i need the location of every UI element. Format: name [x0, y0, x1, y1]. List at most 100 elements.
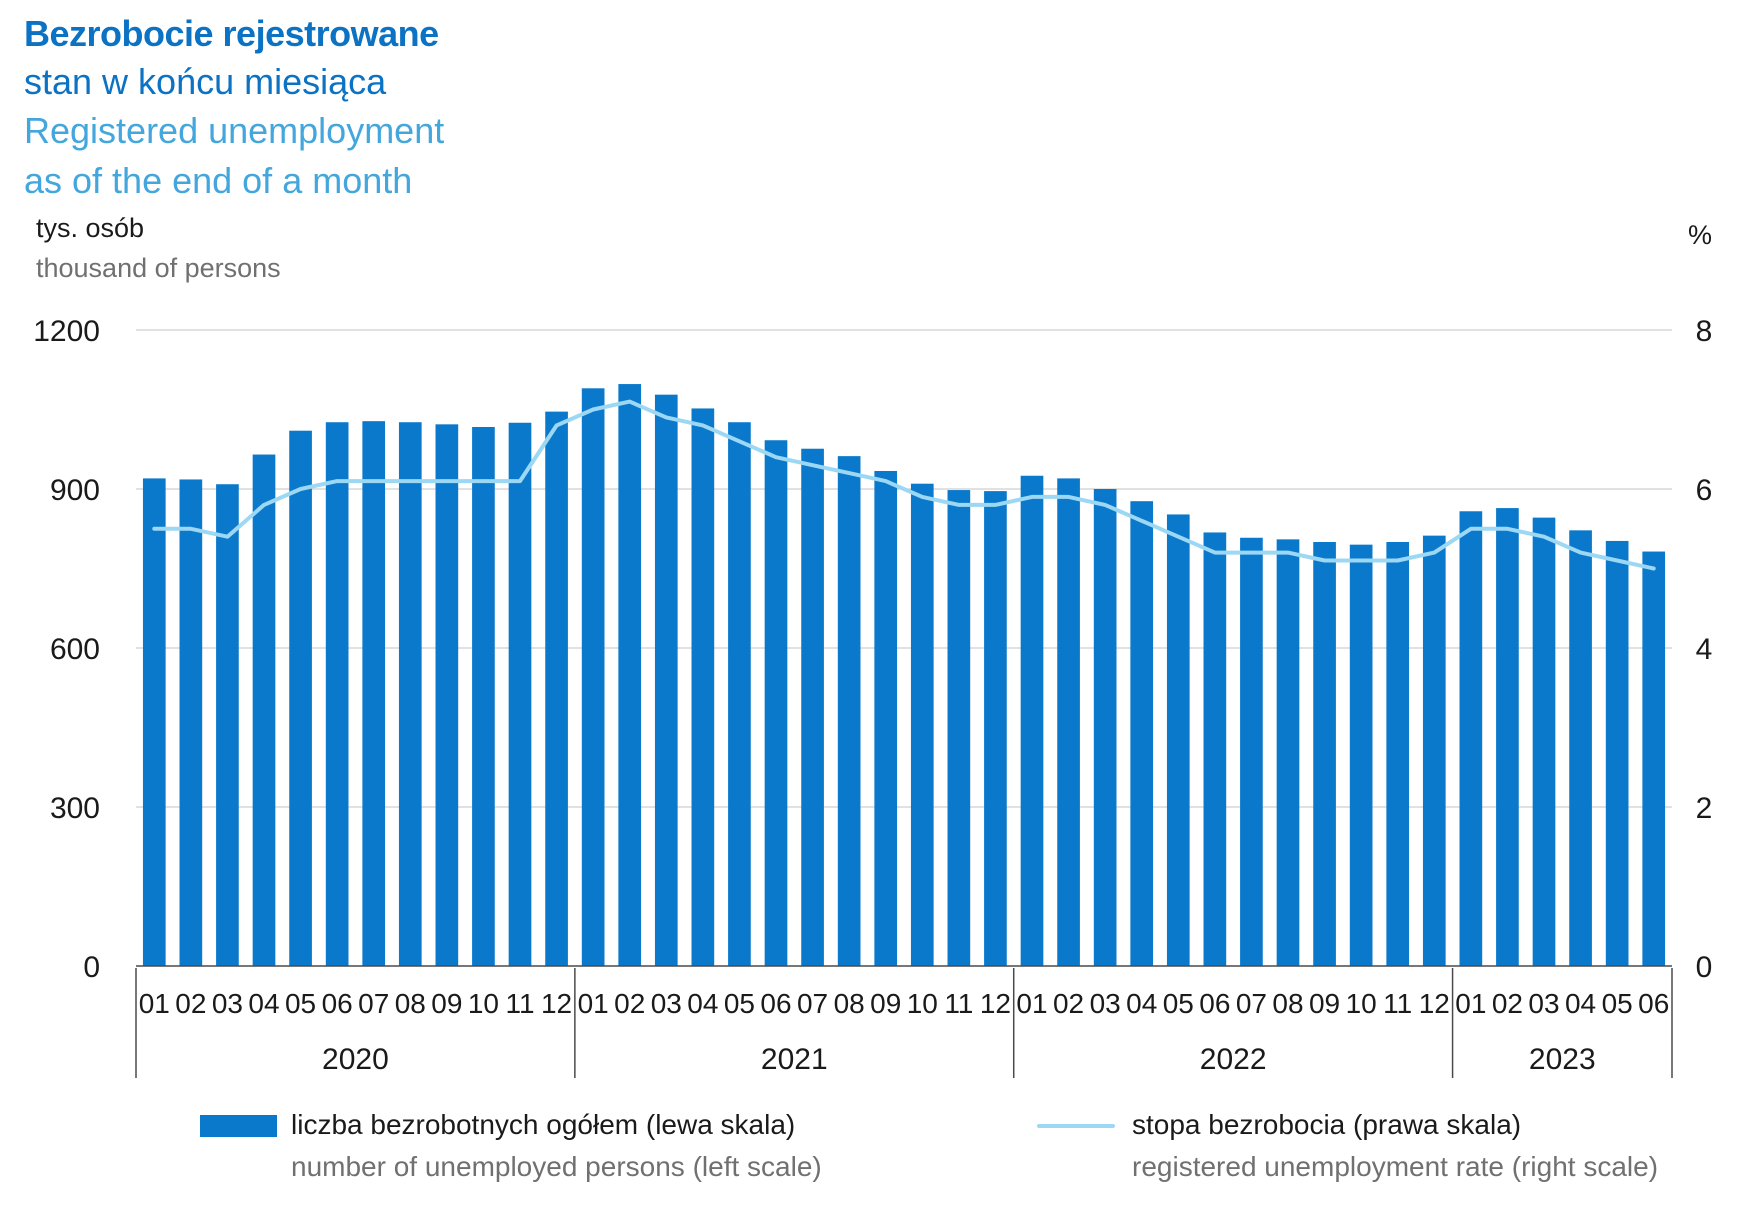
- bar: [1020, 475, 1044, 966]
- right-axis-tick-label: 8: [1696, 315, 1713, 348]
- bar: [910, 483, 934, 966]
- bar: [252, 454, 276, 966]
- month-tick-label: 04: [1126, 988, 1157, 1019]
- month-tick-label: 02: [614, 988, 645, 1019]
- bar: [1203, 532, 1227, 966]
- month-tick-label: 09: [431, 988, 462, 1019]
- bar: [1130, 501, 1154, 966]
- month-tick-label: 02: [1053, 988, 1084, 1019]
- month-tick-label: 06: [322, 988, 353, 1019]
- month-tick-label: 08: [1272, 988, 1303, 1019]
- month-tick-label: 04: [687, 988, 718, 1019]
- bar: [801, 448, 824, 967]
- month-tick-label: 04: [1565, 988, 1596, 1019]
- bar: [728, 422, 751, 967]
- bar: [1386, 542, 1410, 966]
- month-tick-label: 01: [139, 988, 170, 1019]
- month-tick-label: 08: [834, 988, 865, 1019]
- legend-line-pl: stopa bezrobocia (prawa skala): [1132, 1109, 1522, 1140]
- legend-line-en: registered unemployment rate (right scal…: [1132, 1151, 1659, 1182]
- month-tick-label: 09: [1309, 988, 1340, 1019]
- month-tick-label: 04: [248, 988, 279, 1019]
- month-tick-label: 05: [1602, 988, 1633, 1019]
- bar: [289, 430, 312, 966]
- bar: [691, 408, 715, 966]
- month-tick-label: 10: [1346, 988, 1377, 1019]
- bar: [1459, 511, 1483, 966]
- bar: [1642, 551, 1666, 966]
- bar: [618, 384, 642, 966]
- right-axis-unit: %: [1688, 220, 1713, 250]
- bar: [1093, 489, 1117, 966]
- month-tick-label: 03: [212, 988, 243, 1019]
- month-tick-label: 11: [944, 988, 973, 1019]
- month-tick-label: 05: [285, 988, 316, 1019]
- month-tick-label: 01: [1455, 988, 1486, 1019]
- month-tick-label: 06: [1638, 988, 1669, 1019]
- month-tick-label: 01: [578, 988, 609, 1019]
- month-tick-label: 12: [541, 988, 572, 1019]
- month-tick-label: 07: [358, 988, 389, 1019]
- left-axis-tick-label: 600: [50, 633, 100, 666]
- chart-subtitle-pl: stan w końcu miesiąca: [24, 61, 387, 102]
- bar: [508, 422, 532, 966]
- left-axis-unit-pl: tys. osób: [36, 213, 145, 243]
- month-tick-label: 03: [651, 988, 682, 1019]
- bar: [545, 411, 568, 966]
- left-axis-tick-label: 0: [83, 951, 100, 984]
- bar: [1276, 539, 1300, 966]
- month-tick-label: 06: [1199, 988, 1230, 1019]
- right-axis-tick-label: 6: [1696, 474, 1713, 507]
- bar: [1496, 508, 1519, 966]
- right-axis-tick-label: 2: [1696, 792, 1713, 825]
- month-tick-label: 09: [870, 988, 901, 1019]
- year-label: 2020: [322, 1043, 389, 1076]
- chart-title-pl: Bezrobocie rejestrowane: [24, 13, 439, 54]
- bar: [325, 422, 349, 967]
- month-tick-label: 08: [395, 988, 426, 1019]
- month-tick-label: 12: [1419, 988, 1450, 1019]
- rate-line: [152, 399, 1656, 571]
- bar: [654, 394, 678, 966]
- chart-title-block: Bezrobocie rejestrowane stan w końcu mie…: [24, 10, 444, 206]
- bar: [1532, 517, 1556, 966]
- year-label: 2022: [1200, 1043, 1267, 1076]
- right-axis-tick-label: 4: [1696, 633, 1713, 666]
- month-tick-label: 03: [1090, 988, 1121, 1019]
- bar: [1240, 537, 1263, 966]
- month-tick-label: 03: [1528, 988, 1559, 1019]
- bar: [142, 478, 166, 966]
- chart-subtitle-en: as of the end of a month: [24, 160, 413, 201]
- left-axis-tick-label: 1200: [33, 315, 100, 348]
- bar: [179, 479, 203, 966]
- month-tick-label: 10: [468, 988, 499, 1019]
- bar: [874, 470, 898, 966]
- month-tick-label: 01: [1016, 988, 1047, 1019]
- bar: [1605, 540, 1629, 966]
- bar: [1166, 514, 1190, 966]
- legend-bars: liczba bezrobotnych ogółem (lewa skala) …: [291, 1104, 822, 1188]
- month-tick-label: 05: [724, 988, 755, 1019]
- bar: [435, 424, 459, 967]
- left-axis-unit: tys. osób thousand of persons: [36, 208, 281, 288]
- bar: [362, 421, 386, 966]
- bar: [837, 456, 861, 966]
- bar: [764, 440, 788, 966]
- legend-line-swatch: [1037, 1124, 1115, 1128]
- left-axis-tick-label: 300: [50, 792, 100, 825]
- bar: [947, 490, 971, 966]
- bar: [581, 388, 605, 966]
- chart-title-en: Registered unemployment: [24, 110, 445, 151]
- year-label: 2023: [1529, 1043, 1596, 1076]
- month-tick-label: 05: [1163, 988, 1194, 1019]
- month-tick-label: 11: [505, 988, 534, 1019]
- legend-bar-swatch: [200, 1115, 277, 1137]
- bar: [472, 426, 495, 966]
- bar: [1569, 530, 1592, 966]
- bar: [984, 491, 1007, 966]
- legend-line: stopa bezrobocia (prawa skala) registere…: [1132, 1104, 1658, 1188]
- year-label: 2021: [761, 1043, 828, 1076]
- month-tick-label: 07: [1236, 988, 1267, 1019]
- month-tick-label: 07: [797, 988, 828, 1019]
